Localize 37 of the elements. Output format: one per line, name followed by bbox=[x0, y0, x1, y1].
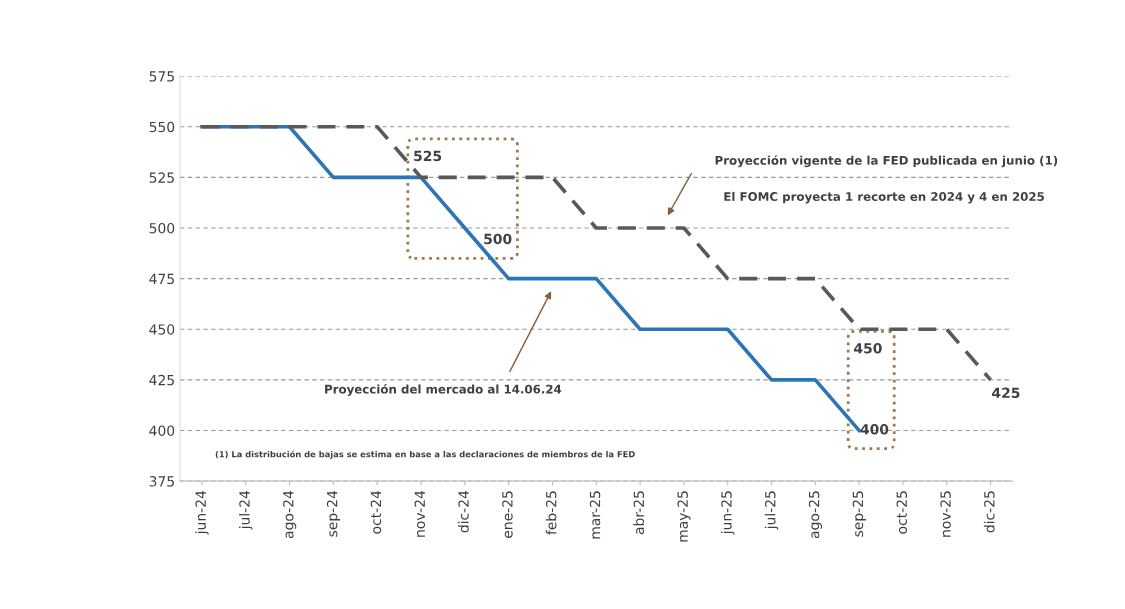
x-tick-label: nov-25 bbox=[940, 491, 951, 537]
x-tick-label: dic-25 bbox=[983, 491, 995, 533]
x-tick-label: ago-25 bbox=[808, 491, 823, 539]
x-tick-label: feb-25 bbox=[545, 491, 557, 535]
x-tick-label: oct-24 bbox=[370, 490, 382, 534]
y-tick-label: 400 bbox=[149, 425, 175, 436]
y-tick-label: 525 bbox=[149, 172, 174, 183]
y-tick-label: 575 bbox=[149, 71, 174, 82]
x-tick-label: oct-25 bbox=[896, 491, 907, 534]
x-tick-label: dic-24 bbox=[458, 490, 469, 533]
y-tick-label: 500 bbox=[149, 222, 175, 234]
x-tick-label: jun-25 bbox=[720, 491, 735, 535]
annotation: 425 bbox=[992, 387, 1020, 399]
y-tick-label: 375 bbox=[149, 476, 174, 487]
annotation: 450 bbox=[854, 343, 882, 354]
x-tick-label: ene-25 bbox=[502, 491, 513, 538]
y-tick-label: 475 bbox=[149, 273, 174, 285]
annotation: Proyección del mercado al 14.06.24 bbox=[325, 383, 562, 396]
x-tick-label: sep-25 bbox=[852, 491, 866, 537]
y-tick-label: 450 bbox=[149, 324, 175, 335]
x-tick-label: nov-24 bbox=[414, 490, 426, 537]
annotation: Proyección vigente de la FED publicada en junio (1) bbox=[715, 155, 1058, 168]
x-tick-label: jul-25 bbox=[764, 491, 779, 530]
y-tick-label: 425 bbox=[149, 374, 174, 386]
x-tick-label: mar-25 bbox=[589, 491, 601, 539]
x-tick-label: abr-25 bbox=[633, 491, 645, 535]
x-tick-label: may-25 bbox=[677, 491, 691, 542]
x-tick-label: jun-24 bbox=[195, 490, 209, 535]
annotation: El FOMC proyecta 1 recorte en 2024 y 4 en 2025 bbox=[724, 191, 1044, 204]
y-tick-label: 550 bbox=[149, 121, 175, 133]
annotation: 525 bbox=[414, 150, 442, 162]
annotation: 400 bbox=[860, 424, 889, 435]
annotation: 500 bbox=[484, 233, 512, 245]
x-tick-label: ago-24 bbox=[283, 490, 297, 539]
x-tick-label: jul-24 bbox=[239, 490, 253, 530]
annotation: (1) La distribución de bajas se estima en base a las declaraciones de miembros de la FED bbox=[215, 450, 635, 460]
x-tick-label: sep-24 bbox=[326, 490, 341, 537]
